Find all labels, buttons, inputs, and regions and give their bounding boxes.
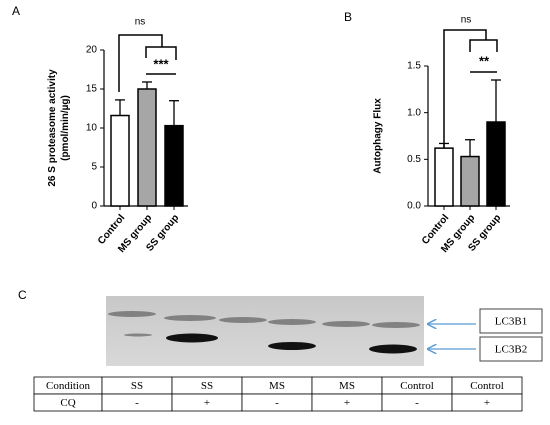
panel-letter: C bbox=[18, 288, 27, 302]
y-tick-label: 1.0 bbox=[407, 107, 421, 118]
band-label: LC3B1 bbox=[495, 316, 527, 328]
sig-bracket bbox=[118, 34, 163, 92]
y-tick-label: 10 bbox=[86, 123, 98, 134]
cell-text: + bbox=[344, 397, 350, 409]
y-tick-label: 1.5 bbox=[407, 61, 421, 72]
annotation: ns bbox=[135, 17, 146, 28]
y-axis-label: (pmol/min/µg) bbox=[60, 95, 71, 161]
sig-bracket bbox=[469, 39, 498, 52]
panel-letter: B bbox=[344, 10, 352, 24]
annotation: ** bbox=[479, 53, 490, 68]
cell-text: Control bbox=[400, 380, 434, 392]
table: Condition SS SS MS MS Control Control CQ - + - + - + bbox=[33, 376, 523, 412]
y-axis-label: Autophagy Flux bbox=[373, 98, 384, 174]
y-tick-label: 0.5 bbox=[407, 154, 421, 165]
panel-letter: A bbox=[12, 4, 20, 18]
y-tick-label: 15 bbox=[86, 84, 98, 95]
y-tick-label: 0 bbox=[91, 201, 97, 212]
cell-text: MS bbox=[269, 380, 285, 392]
y-axis-label: 26 S proteasome activity bbox=[47, 69, 58, 187]
bar bbox=[486, 121, 506, 207]
band-label: LC3B2 bbox=[495, 344, 527, 356]
cell-text: - bbox=[135, 397, 139, 409]
annotation: *** bbox=[153, 56, 169, 71]
label-box bbox=[479, 336, 543, 362]
sig-bracket bbox=[145, 46, 177, 60]
table-cell bbox=[451, 393, 523, 412]
blot-image bbox=[106, 296, 424, 366]
cell-text: Control bbox=[470, 380, 504, 392]
y-tick-label: 20 bbox=[86, 45, 98, 56]
cell-text: Condition bbox=[46, 380, 91, 392]
cell-text: + bbox=[204, 397, 210, 409]
y-tick-label: 0.0 bbox=[407, 201, 421, 212]
cell-text: - bbox=[275, 397, 279, 409]
cell-text: SS bbox=[131, 380, 143, 392]
bar bbox=[460, 155, 480, 207]
bar bbox=[434, 147, 454, 207]
cell-text: - bbox=[415, 397, 419, 409]
label-box bbox=[479, 308, 543, 334]
cell-text: + bbox=[484, 397, 490, 409]
annotation: ns bbox=[461, 15, 472, 26]
lower-bands bbox=[124, 333, 417, 354]
sig-bracket bbox=[443, 29, 487, 195]
upper-bands bbox=[108, 311, 420, 328]
bar bbox=[137, 88, 157, 207]
cell-text: SS bbox=[201, 380, 213, 392]
bar bbox=[164, 124, 184, 207]
cell-text: MS bbox=[339, 380, 355, 392]
y-tick-label: 5 bbox=[91, 162, 97, 173]
bar bbox=[110, 114, 130, 207]
cell-text: CQ bbox=[60, 397, 75, 409]
